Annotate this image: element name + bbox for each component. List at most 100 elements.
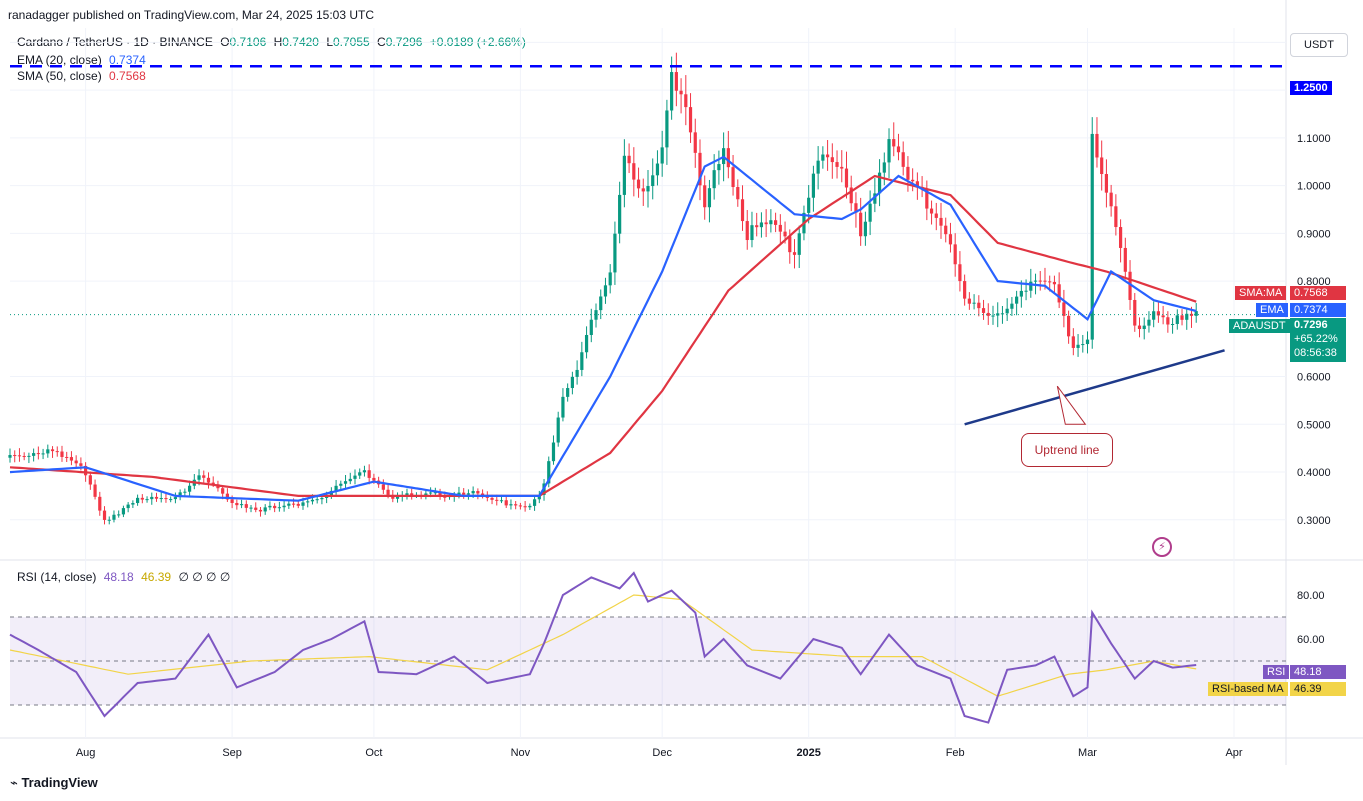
uptrend-line-callout[interactable]: Uptrend line: [1021, 433, 1113, 467]
candle-body: [386, 490, 389, 495]
candle-body: [70, 457, 73, 460]
rsi-ma-value-badge: 46.39: [1290, 682, 1346, 696]
candle-body: [292, 504, 295, 505]
candle-body: [1095, 134, 1098, 158]
candle-body: [249, 508, 252, 509]
candle-body: [1058, 284, 1061, 302]
candle-body: [297, 504, 300, 506]
candle-body: [89, 475, 92, 484]
candle-body: [245, 504, 248, 508]
candle-body: [273, 506, 276, 508]
candle-body: [623, 156, 626, 195]
candle-body: [23, 456, 26, 457]
candle-body: [670, 72, 673, 110]
candle-body: [552, 443, 555, 462]
candle-body: [1110, 193, 1113, 207]
candle-body: [268, 506, 271, 507]
candle-body: [429, 492, 432, 493]
candle-body: [1067, 316, 1070, 336]
candle-body: [817, 161, 820, 174]
candle-body: [736, 187, 739, 199]
candle-body: [509, 504, 512, 505]
tradingview-logo[interactable]: ⌁ TradingView: [10, 775, 98, 791]
candle-body: [972, 303, 975, 304]
lightning-icon[interactable]: ⚡: [1152, 537, 1172, 557]
rsi-name-badge: RSI: [1263, 665, 1289, 679]
ema20-line: [10, 157, 1196, 501]
candle-body: [779, 225, 782, 232]
candle-body: [259, 510, 262, 512]
time-tick-label: Mar: [1078, 747, 1097, 759]
candle-body: [112, 515, 115, 520]
candle-body: [840, 167, 843, 169]
change-percent: +65.22%: [1294, 332, 1346, 346]
candle-body: [977, 303, 980, 308]
candle-body: [935, 214, 938, 218]
candle-body: [826, 155, 829, 158]
candle-body: [1076, 345, 1079, 348]
last-price: 0.7296: [1294, 318, 1346, 332]
candle-body: [661, 147, 664, 163]
candle-body: [656, 164, 659, 176]
candle-body: [590, 320, 593, 335]
candle-body: [906, 167, 909, 180]
candle-body: [944, 226, 947, 235]
candle-body: [93, 485, 96, 497]
candle-body: [301, 502, 304, 505]
time-tick-label: 2025: [796, 747, 820, 759]
candle-body: [991, 316, 994, 317]
candle-body: [613, 234, 616, 273]
candle-body: [887, 139, 890, 162]
rsi-range-band: [10, 617, 1286, 705]
candle-body: [793, 252, 796, 255]
candle-body: [632, 163, 635, 179]
candle-body: [278, 507, 281, 508]
candle-body: [599, 296, 602, 310]
candle-body: [798, 233, 801, 255]
candle-body: [141, 498, 144, 500]
price-tick-label: 0.5000: [1297, 419, 1331, 431]
candle-body: [703, 185, 706, 207]
candle-body: [580, 352, 583, 370]
candle-body: [939, 218, 942, 226]
candle-body: [197, 475, 200, 479]
drawings[interactable]: [10, 66, 1286, 424]
candle-body: [150, 497, 153, 499]
candle-body: [32, 453, 35, 456]
candle-body: [1180, 315, 1183, 319]
candle-body: [27, 456, 30, 457]
bar-countdown: 08:56:38: [1294, 346, 1346, 360]
candle-body: [835, 162, 838, 167]
price-tick-label: 0.4000: [1297, 467, 1331, 479]
candle-body: [902, 152, 905, 167]
candle-body: [103, 511, 106, 520]
candles: [8, 53, 1197, 525]
candle-body: [561, 397, 564, 418]
candle-body: [675, 72, 678, 91]
candle-body: [145, 499, 148, 500]
candle-body: [306, 501, 309, 502]
candle-body: [349, 479, 352, 481]
candle-body: [1024, 291, 1027, 292]
candle-body: [1162, 315, 1165, 317]
candle-body: [571, 377, 574, 388]
candle-body: [41, 453, 44, 454]
resistance-price-badge: 1.2500: [1290, 81, 1332, 95]
candle-body: [897, 146, 900, 152]
ema-value-badge: 0.7374: [1290, 303, 1346, 317]
candle-body: [117, 514, 120, 515]
candle-body: [98, 497, 101, 511]
time-tick-label: Feb: [946, 747, 965, 759]
candle-body: [56, 451, 59, 452]
candle-body: [344, 481, 347, 484]
candle-body: [207, 478, 210, 483]
candle-body: [1086, 340, 1089, 344]
candle-body: [188, 486, 191, 492]
currency-selector[interactable]: USDT: [1290, 33, 1348, 57]
candle-body: [1081, 344, 1084, 345]
candle-body: [949, 234, 952, 244]
candle-body: [472, 491, 475, 493]
candle-body: [339, 484, 342, 486]
sma50-line: [10, 176, 1196, 496]
